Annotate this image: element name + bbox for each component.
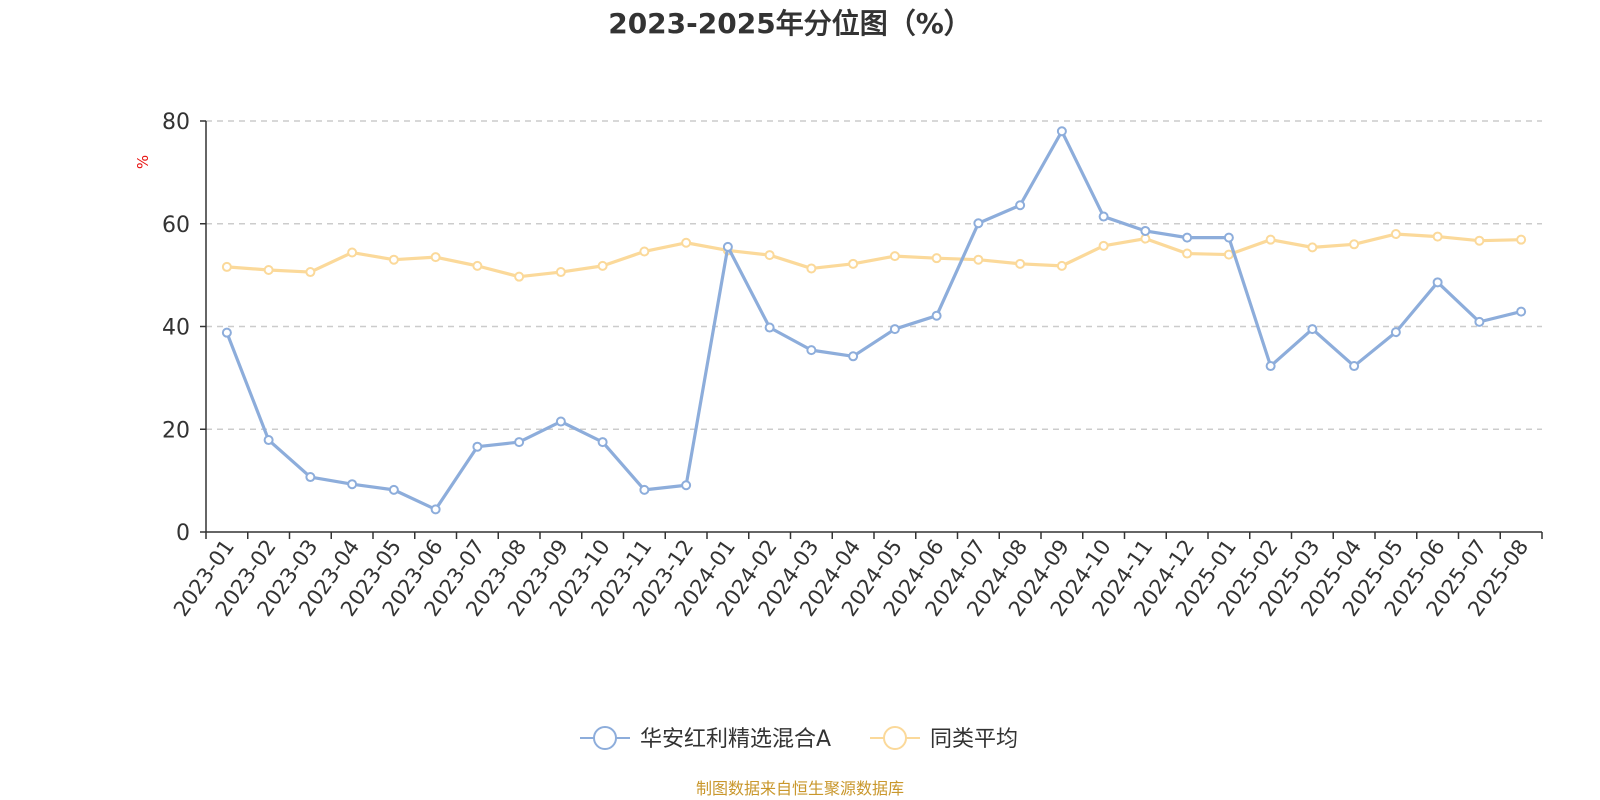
series-line-0 [225, 129, 1522, 511]
data-point-series-1 [973, 254, 984, 265]
data-point-series-1 [806, 263, 817, 274]
data-point-series-1 [472, 260, 483, 271]
data-point-series-0 [1474, 316, 1485, 327]
data-point-series-0 [472, 441, 483, 452]
data-point-series-1 [347, 247, 358, 258]
axes [200, 120, 1543, 539]
data-point-series-0 [1307, 324, 1318, 335]
data-point-series-0 [1098, 211, 1109, 222]
data-point-series-0 [555, 416, 566, 427]
data-point-series-1 [1432, 231, 1443, 242]
data-point-series-0 [1265, 361, 1276, 372]
legend[interactable]: 华安红利精选混合A 同类平均 [580, 726, 1018, 752]
data-point-series-1 [764, 250, 775, 261]
series-line-1 [226, 232, 1522, 279]
y-tick-label: 40 [162, 316, 190, 341]
data-point-series-0 [597, 437, 608, 448]
legend-item-0[interactable]: 华安红利精选混合A [580, 726, 831, 752]
data-point-series-0 [681, 480, 692, 491]
data-point-series-1 [430, 252, 441, 263]
data-point-series-0 [263, 435, 274, 446]
y-tick-label: 0 [176, 521, 190, 546]
data-point-series-1 [1474, 235, 1485, 246]
data-point-series-1 [681, 237, 692, 248]
x-tick-labels: 2023-012023-022023-032023-042023-052023-… [169, 535, 1533, 621]
data-point-series-1 [305, 267, 316, 278]
legend-marker-icon [593, 726, 617, 750]
data-point-series-0 [639, 484, 650, 495]
data-point-series-0 [722, 241, 733, 252]
data-point-series-1 [555, 267, 566, 278]
data-point-series-0 [931, 310, 942, 321]
data-point-series-0 [1182, 232, 1193, 243]
data-point-series-1 [514, 271, 525, 282]
data-point-series-1 [1223, 249, 1234, 260]
legend-label: 华安红利精选混合A [640, 727, 831, 752]
y-tick-label: 80 [162, 110, 190, 135]
data-point-series-0 [1390, 327, 1401, 338]
data-point-series-0 [1349, 361, 1360, 372]
data-point-series-0 [305, 472, 316, 483]
data-point-series-1 [639, 246, 650, 257]
data-point-series-0 [806, 345, 817, 356]
data-point-series-0 [973, 218, 984, 229]
data-point-series-1 [221, 261, 232, 272]
data-point-series-0 [1516, 306, 1527, 317]
data-point-series-0 [347, 479, 358, 490]
data-point-series-1 [1098, 240, 1109, 251]
data-point-series-0 [1015, 200, 1026, 211]
data-point-series-1 [889, 251, 900, 262]
data-point-series-1 [388, 254, 399, 265]
data-point-series-0 [221, 327, 232, 338]
source-note: 制图数据来自恒生聚源数据库 [696, 779, 904, 798]
data-point-series-0 [514, 437, 525, 448]
data-point-series-0 [1432, 277, 1443, 288]
data-point-series-0 [430, 504, 441, 515]
data-point-series-1 [1056, 260, 1067, 271]
legend-item-1[interactable]: 同类平均 [870, 726, 1018, 752]
data-point-series-1 [931, 253, 942, 264]
data-point-series-0 [764, 322, 775, 333]
data-point-series-1 [1390, 229, 1401, 240]
chart-title: 2023-2025年分位图（%） [608, 7, 972, 40]
data-point-series-0 [1140, 225, 1151, 236]
gridlines [206, 120, 1542, 430]
legend-marker-icon [883, 726, 907, 750]
data-point-series-1 [1182, 248, 1193, 259]
data-point-series-1 [1307, 242, 1318, 253]
series [221, 126, 1527, 515]
data-point-series-1 [1265, 234, 1276, 245]
data-point-series-0 [889, 324, 900, 335]
data-point-series-1 [597, 260, 608, 271]
data-point-series-1 [1516, 234, 1527, 245]
legend-label: 同类平均 [930, 727, 1018, 752]
data-point-series-0 [1056, 126, 1067, 137]
data-point-series-1 [1015, 258, 1026, 269]
y-tick-label: 20 [162, 418, 190, 443]
data-point-series-1 [848, 258, 859, 269]
data-point-series-0 [848, 351, 859, 362]
data-point-series-1 [263, 264, 274, 275]
y-tick-labels: 0 20 40 60 80 [162, 110, 190, 546]
data-point-series-0 [1223, 232, 1234, 243]
y-tick-label: 60 [162, 213, 190, 238]
y-axis-unit-label: % [134, 155, 152, 169]
data-point-series-0 [388, 484, 399, 495]
data-point-series-1 [1349, 239, 1360, 250]
